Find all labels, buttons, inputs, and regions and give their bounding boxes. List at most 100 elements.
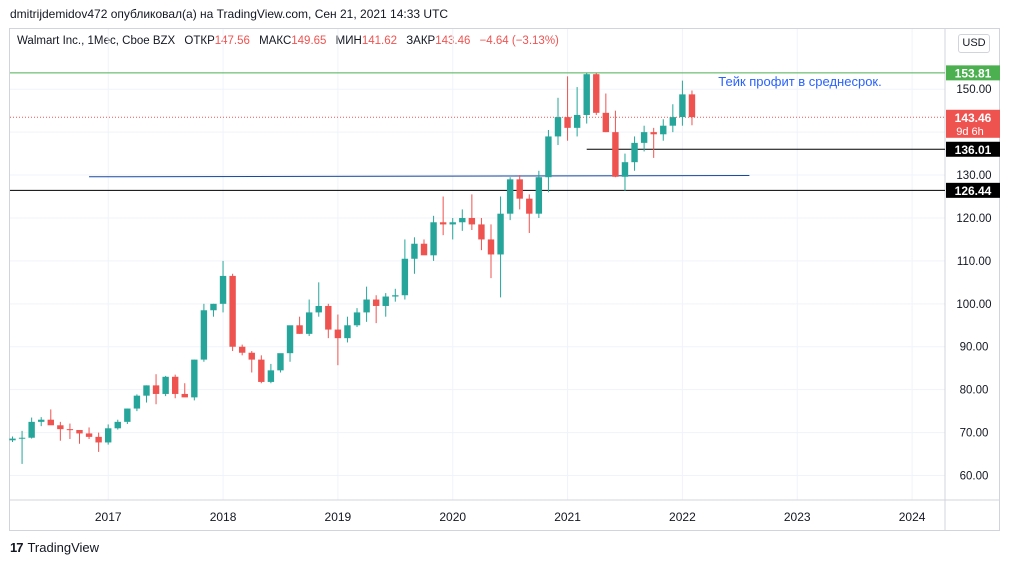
candle-body — [430, 222, 437, 256]
candle-body — [363, 299, 370, 313]
candle — [181, 383, 188, 398]
price-tag-label: 136.01 — [955, 143, 992, 157]
candle-body — [200, 310, 208, 360]
candle — [9, 436, 16, 443]
candle — [401, 239, 409, 300]
price-tick-label: 80.00 — [960, 385, 989, 397]
candle-body — [459, 217, 466, 223]
candle — [85, 427, 93, 440]
currency-button[interactable]: USD — [958, 34, 990, 53]
candle — [573, 87, 581, 137]
candle-body — [133, 395, 141, 409]
candle — [162, 375, 169, 397]
candle-body — [344, 325, 351, 339]
candle-body — [248, 352, 255, 360]
price-tag-countdown: 9d 6h — [956, 126, 984, 138]
candle — [277, 353, 284, 373]
candle — [229, 273, 236, 352]
candle-body — [114, 421, 121, 429]
candle-body — [95, 436, 102, 443]
low-label: МИН — [335, 35, 362, 47]
candle-body — [38, 419, 45, 422]
candle — [18, 430, 26, 464]
candle — [497, 196, 504, 298]
high-label: МАКС — [259, 35, 292, 47]
candle-body — [679, 94, 686, 118]
candle — [640, 125, 648, 152]
open-value: 147.56 — [214, 35, 250, 47]
candle — [420, 239, 428, 256]
candle — [76, 430, 83, 444]
candle — [564, 76, 571, 141]
candle — [219, 260, 227, 313]
candle — [325, 303, 332, 339]
price-tag — [946, 141, 1000, 157]
candle-body — [143, 385, 150, 396]
candle — [631, 136, 638, 171]
candle — [334, 314, 342, 366]
price-tag-label: 126.44 — [955, 184, 992, 198]
candle-body — [296, 325, 303, 334]
price-tick-label: 100.00 — [956, 299, 991, 311]
time-tick-label: 2019 — [325, 510, 352, 524]
candle-body — [315, 305, 322, 313]
candle-body — [181, 393, 188, 398]
candle — [258, 355, 265, 384]
price-tag-label: 153.81 — [955, 66, 992, 80]
candle-body — [47, 419, 54, 426]
price-tick-label: 110.00 — [957, 256, 991, 268]
price-tick-label: 70.00 — [960, 428, 989, 440]
candle — [593, 72, 600, 115]
candle-body — [277, 353, 284, 371]
candle — [363, 286, 370, 322]
open-label: ОТКР — [184, 35, 215, 47]
candle-body — [219, 275, 227, 304]
candle — [487, 224, 495, 279]
candle — [296, 316, 303, 334]
candle-body — [171, 376, 179, 394]
candle — [66, 423, 74, 440]
candle — [650, 127, 657, 158]
candle — [286, 325, 294, 362]
candle — [516, 175, 523, 210]
ohlc-legend: Walmart Inc., 1Мес, Cboe BZX ОТКР147.56 … — [17, 35, 559, 47]
candle — [392, 288, 399, 302]
candle-body — [506, 179, 514, 214]
candle — [669, 104, 677, 133]
candle-body — [650, 132, 657, 135]
candle-body — [372, 299, 380, 306]
candle — [583, 72, 590, 124]
close-label: ЗАКР — [406, 35, 436, 47]
candle-body — [267, 370, 275, 382]
candle — [305, 299, 313, 337]
candle-body — [210, 303, 217, 311]
candle — [411, 237, 418, 274]
time-tick-label: 2020 — [439, 510, 466, 524]
candle — [191, 359, 198, 401]
candle — [545, 129, 552, 193]
candle-body — [449, 222, 456, 225]
candle — [372, 295, 380, 324]
candle — [535, 170, 543, 218]
price-tag-label: 143.46 — [955, 111, 992, 125]
candle — [459, 209, 466, 231]
candle — [526, 194, 533, 234]
footer-brand: 17 TradingView — [10, 540, 99, 555]
candle — [621, 153, 629, 191]
candle-body — [286, 325, 294, 354]
symbol-label: Walmart Inc., 1Мес, Cboe BZX — [17, 35, 176, 47]
candle-body — [535, 177, 543, 214]
candle — [315, 282, 322, 317]
candle-body — [325, 305, 332, 330]
candle-body — [382, 296, 389, 306]
candle-body — [688, 94, 696, 118]
candle-body — [478, 224, 485, 240]
candle-body — [238, 346, 246, 353]
candle-body — [85, 433, 93, 437]
candle — [143, 385, 150, 403]
candle — [679, 80, 686, 126]
candle-body — [554, 117, 562, 137]
candle-body — [76, 430, 83, 434]
candle-body — [57, 425, 64, 430]
